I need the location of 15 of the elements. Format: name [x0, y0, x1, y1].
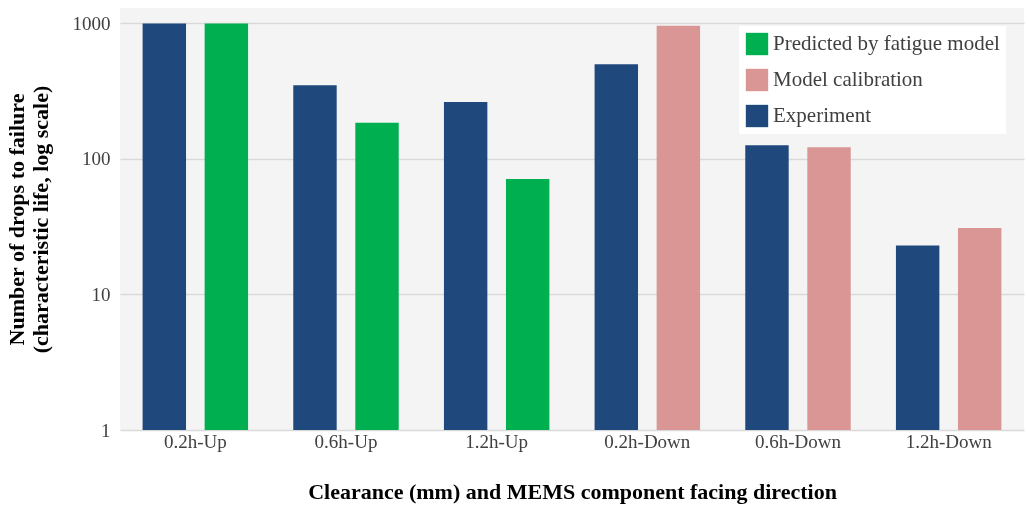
legend-label: Model calibration [773, 67, 924, 91]
x-tick-label: 0.6h-Down [754, 430, 842, 452]
y-axis-title: Number of drops to failure (characteristic life, log scale) [3, 85, 53, 354]
y-tick-label: 10 [91, 283, 111, 305]
x-tick-label: 1.2h-Down [905, 430, 993, 452]
x-tick-label: 1.2h-Up [465, 430, 529, 452]
x-tick-label: 0.2h-Up [163, 430, 227, 452]
x-tick-label: 0.6h-Up [314, 430, 378, 452]
y-tick-label: 100 [82, 148, 111, 170]
legend-label: Experiment [773, 103, 872, 127]
legend-label: Predicted by fatigue model [773, 31, 1001, 55]
y-tick-label: 1000 [72, 12, 111, 34]
x-axis-title: Clearance (mm) and MEMS component facing direction [308, 478, 837, 504]
x-tick-label: 0.2h-Down [604, 430, 691, 452]
y-tick-label: 1 [101, 419, 111, 441]
